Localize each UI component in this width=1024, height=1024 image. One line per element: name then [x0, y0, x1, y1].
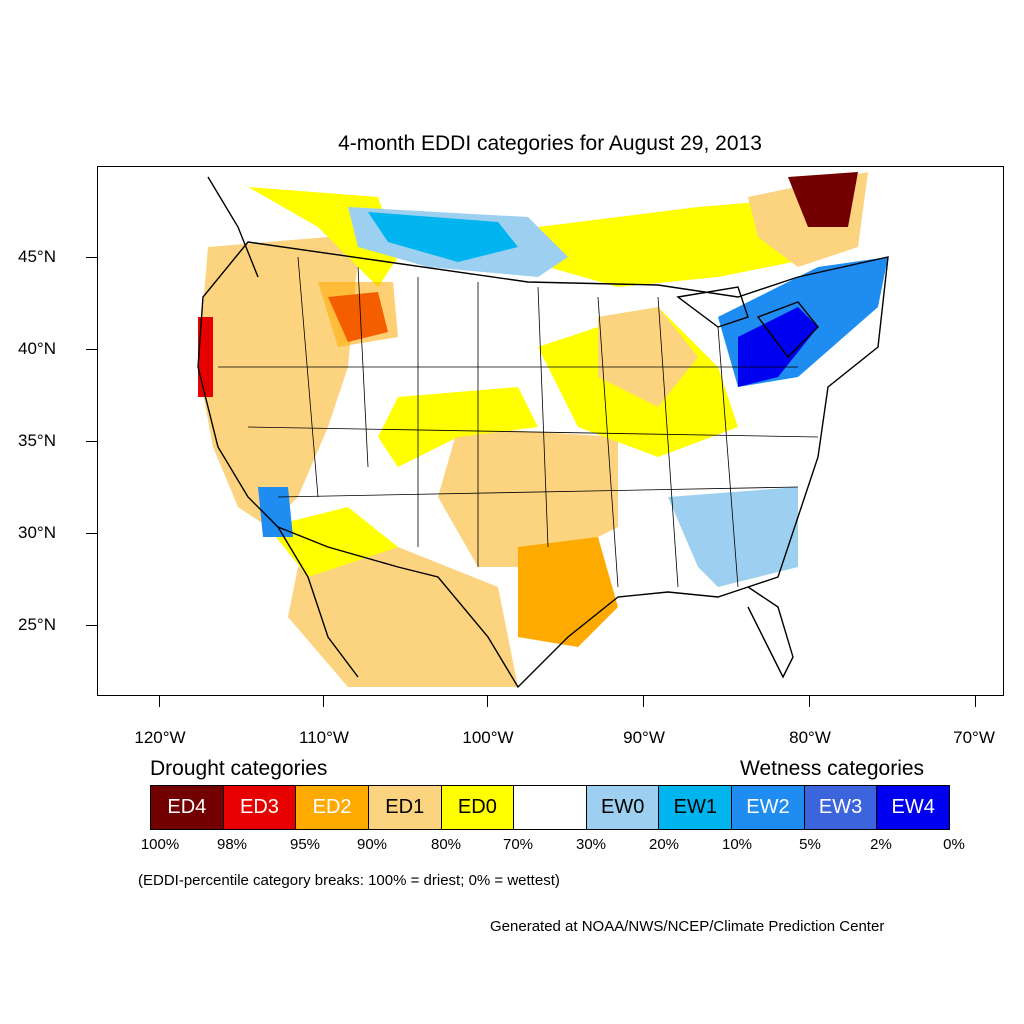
drought-categories-title: Drought categories: [150, 757, 328, 780]
lon-label-100: 100°W: [462, 728, 514, 747]
category-colorbar: ED4 ED3 ED2 ED1 ED0 EW0 EW1 EW2 EW3 EW4: [150, 785, 950, 830]
midwest-ed1-region: [598, 307, 698, 407]
category-ew1: EW1: [659, 786, 733, 829]
ontario-ed1-region: [538, 197, 818, 287]
lat-label-40: 40°N: [18, 339, 56, 358]
category-label: ED3: [240, 796, 279, 818]
texas-ed2-region: [518, 537, 618, 647]
lat-tick: [86, 533, 97, 534]
category-ew0: EW0: [586, 786, 660, 829]
category-ew2: EW2: [732, 786, 805, 829]
montana-ed2-region: [318, 282, 398, 347]
category-label: EW3: [818, 796, 863, 818]
category-ed3: ED3: [223, 786, 297, 829]
mexico-coast: [277, 526, 359, 678]
lat-tick: [86, 349, 97, 350]
canada-coast: [207, 176, 259, 278]
category-ew4: EW4: [877, 786, 950, 829]
percentile-label: 80%: [430, 836, 462, 853]
percentile-label: 70%: [502, 836, 534, 853]
southeast-ew0-region: [668, 487, 798, 587]
lon-label-90: 90°W: [623, 728, 665, 747]
lat-label-25: 25°N: [18, 615, 56, 634]
percentile-label: 0%: [943, 836, 965, 853]
lon-tick: [975, 696, 976, 707]
category-label: ED2: [312, 796, 352, 818]
california-ew-region: [258, 487, 293, 537]
lat-label-30: 30°N: [18, 523, 56, 542]
category-label: EW1: [673, 796, 717, 818]
west-coast-ed3-strip: [198, 317, 213, 397]
lon-tick: [487, 696, 488, 707]
category-normal: [514, 786, 587, 829]
credit-line: Generated at NOAA/NWS/NCEP/Climate Predi…: [490, 918, 885, 935]
lon-label-120: 120°W: [134, 728, 186, 747]
category-label: EW4: [891, 796, 935, 818]
lat-label-45: 45°N: [18, 247, 56, 266]
percentile-label: 5%: [799, 836, 821, 853]
lat-tick: [86, 625, 97, 626]
map-title: 4-month EDDI categories for August 29, 2…: [338, 132, 762, 155]
category-breaks-note: (EDDI-percentile category breaks: 100% =…: [138, 872, 560, 889]
lon-label-110: 110°W: [299, 728, 349, 747]
great-lakes: [676, 286, 819, 359]
category-ed2: ED2: [296, 786, 369, 829]
percentile-label: 100%: [140, 836, 180, 853]
percentile-label: 2%: [870, 836, 892, 853]
state-lines: [218, 256, 819, 588]
northwest-ew1-region: [368, 212, 518, 262]
percentile-label: 90%: [356, 836, 388, 853]
lon-label-70: 70°W: [953, 728, 995, 747]
category-ed1: ED1: [368, 786, 442, 829]
boundaries: [197, 176, 889, 689]
percentile-label: 95%: [289, 836, 321, 853]
lon-tick: [809, 696, 810, 707]
us-border: [197, 241, 889, 689]
map-frame: [97, 166, 1004, 696]
category-label: ED0: [457, 796, 497, 818]
lon-tick: [159, 696, 160, 707]
lat-tick: [86, 257, 97, 258]
lon-tick: [643, 696, 644, 707]
percentile-label: 20%: [648, 836, 680, 853]
west-ed1-region: [198, 237, 358, 527]
florida: [747, 586, 794, 679]
quebec-ed4-region: [788, 172, 858, 227]
percentile-label: 10%: [721, 836, 753, 853]
category-ew3: EW3: [804, 786, 878, 829]
lat-label-35: 35°N: [18, 431, 56, 450]
category-label: EW0: [600, 796, 645, 818]
southwest-ed1-region: [288, 547, 518, 687]
category-label: EW2: [746, 796, 790, 818]
plains-ed1-region: [438, 427, 618, 567]
category-label: ED4: [167, 796, 207, 818]
wetness-categories-title: Wetness categories: [740, 757, 925, 780]
category-ed4: ED4: [151, 786, 224, 829]
category-ed0: ED0: [441, 786, 515, 829]
percentile-label: 98%: [216, 836, 248, 853]
lat-tick: [86, 441, 97, 442]
lon-tick: [323, 696, 324, 707]
lon-label-80: 80°W: [789, 728, 831, 747]
eddi-map: [193, 172, 889, 695]
percentile-label: 30%: [575, 836, 607, 853]
category-label: ED1: [385, 796, 425, 818]
southwest-ed0-region: [268, 507, 398, 577]
